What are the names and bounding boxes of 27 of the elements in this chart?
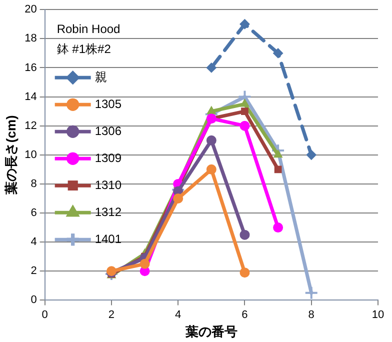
legend-label: 1306 <box>94 124 122 138</box>
x-tick-label: 4 <box>175 308 182 321</box>
x-tick-label: 2 <box>108 308 115 321</box>
x-tick-label: 8 <box>308 308 314 321</box>
legend-label: 1401 <box>94 232 122 246</box>
y-tick-label: 18 <box>24 32 37 45</box>
x-tick-label: 10 <box>372 308 384 321</box>
legend-label: 1305 <box>94 96 122 111</box>
y-tick-label: 4 <box>30 236 37 248</box>
x-tick-label: 0 <box>42 308 48 321</box>
y-tick-label: 0 <box>30 294 37 306</box>
y-axis-title: 葉の長さ(cm) <box>3 115 18 196</box>
y-tick-label: 20 <box>24 4 37 16</box>
y-tick-label: 8 <box>30 178 37 190</box>
x-tick-label: 6 <box>242 308 248 321</box>
y-tick-label: 12 <box>24 120 37 132</box>
legend-label: 親 <box>94 70 107 84</box>
x-axis-title: 葉の番号 <box>184 324 238 339</box>
legend-label: 1312 <box>94 204 122 219</box>
y-tick-label: 14 <box>24 90 37 103</box>
legend-label: 1309 <box>94 150 122 165</box>
y-tick-label: 10 <box>24 148 37 161</box>
legend-label: 1310 <box>94 178 122 192</box>
legend-title: Robin Hood 鉢 #1株#2 <box>56 22 120 56</box>
y-tick-label: 2 <box>30 265 37 278</box>
y-tick-label: 16 <box>24 62 37 74</box>
y-tick-label: 6 <box>30 207 37 220</box>
